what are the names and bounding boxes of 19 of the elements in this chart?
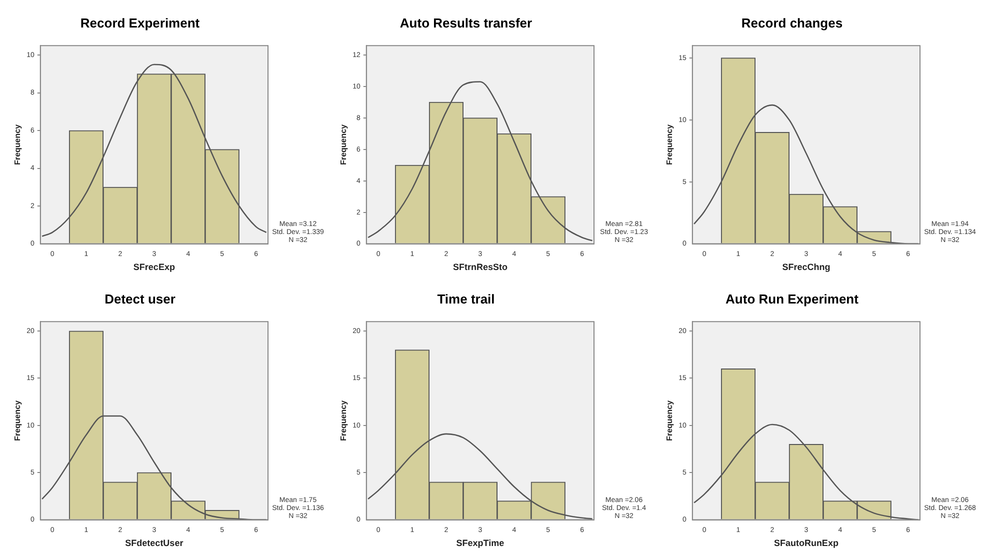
y-axis-title: Frequency	[13, 124, 22, 165]
chart-title: Record changes	[741, 15, 843, 30]
chart-title: Auto Results transfer	[400, 15, 532, 30]
chart-title: Detect user	[104, 291, 176, 306]
y-axis-title: Frequency	[665, 124, 674, 165]
x-axis-title: SFdetectUser	[125, 538, 184, 548]
chart-title: Time trail	[437, 291, 495, 306]
x-axis-title: SFrecExp	[133, 262, 176, 272]
y-axis-title: Frequency	[339, 124, 348, 165]
x-axis-title: SFtrnResSto	[452, 262, 508, 272]
y-axis-title: Frequency	[339, 400, 348, 441]
line-series	[367, 81, 593, 242]
x-axis-title: SFexpTime	[456, 538, 504, 548]
chart-title: Record Experiment	[80, 15, 200, 30]
y-axis-title: Frequency	[13, 400, 22, 441]
x-axis-title: SFrecChng	[782, 262, 830, 272]
chart-title: Auto Run Experiment	[726, 291, 860, 306]
y-axis-title: Frequency	[665, 400, 674, 441]
x-axis-title: SFautoRunExp	[774, 538, 839, 548]
